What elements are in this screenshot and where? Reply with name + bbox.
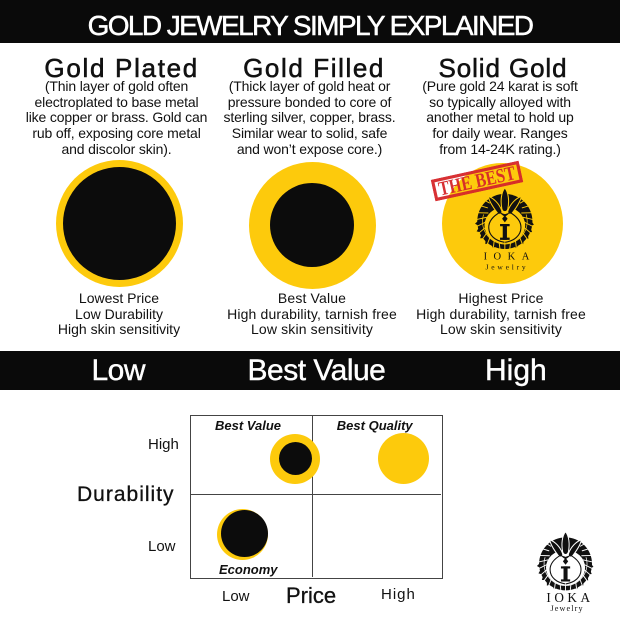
svg-text:IOKA: IOKA [546, 590, 593, 605]
svg-text:Jewelry: Jewelry [551, 604, 584, 613]
svg-text:Jewelry: Jewelry [486, 263, 529, 272]
svg-text:IOKA: IOKA [484, 252, 536, 263]
